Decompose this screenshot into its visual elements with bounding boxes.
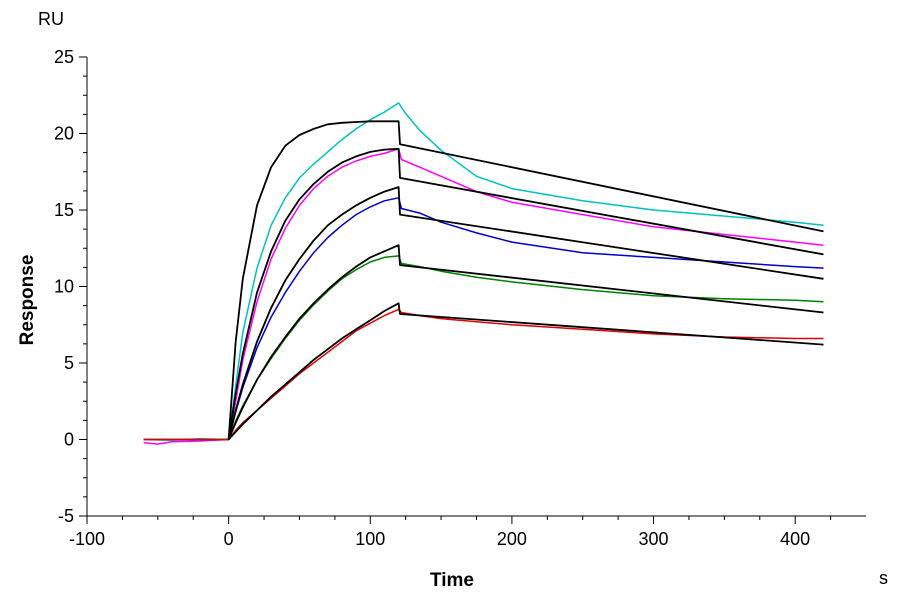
series-layer	[143, 102, 824, 445]
y-tick-label: 15	[54, 200, 74, 220]
x-tick-label: 0	[224, 529, 234, 549]
measured-curve	[143, 102, 824, 442]
fit-curve	[227, 147, 824, 440]
fit-curve	[227, 244, 824, 440]
fit-curve	[227, 186, 824, 440]
y-tick-label: 5	[64, 353, 74, 373]
x-tick-label: 400	[780, 529, 810, 549]
y-unit-label: RU	[38, 9, 64, 29]
x-tick-label: 300	[639, 529, 669, 549]
x-tick-label: -100	[69, 529, 105, 549]
measured-curve	[143, 197, 824, 441]
x-axis-title: Time	[430, 570, 474, 591]
y-tick-label: 20	[54, 124, 74, 144]
y-axis-title: Response	[17, 255, 38, 346]
axes: -5 0 5 10 15 20 25 -100 0 100 200 300 400	[54, 47, 866, 549]
x-tick-label: 100	[355, 529, 385, 549]
fit-curve	[227, 302, 824, 441]
x-tick-label: 200	[497, 529, 527, 549]
y-tick-label: 10	[54, 277, 74, 297]
x-unit-label: s	[879, 568, 888, 588]
y-tick-label: 0	[64, 430, 74, 450]
fit-curve	[227, 120, 824, 440]
y-tick-label: -5	[58, 506, 74, 526]
y-tick-label: 25	[54, 47, 74, 67]
